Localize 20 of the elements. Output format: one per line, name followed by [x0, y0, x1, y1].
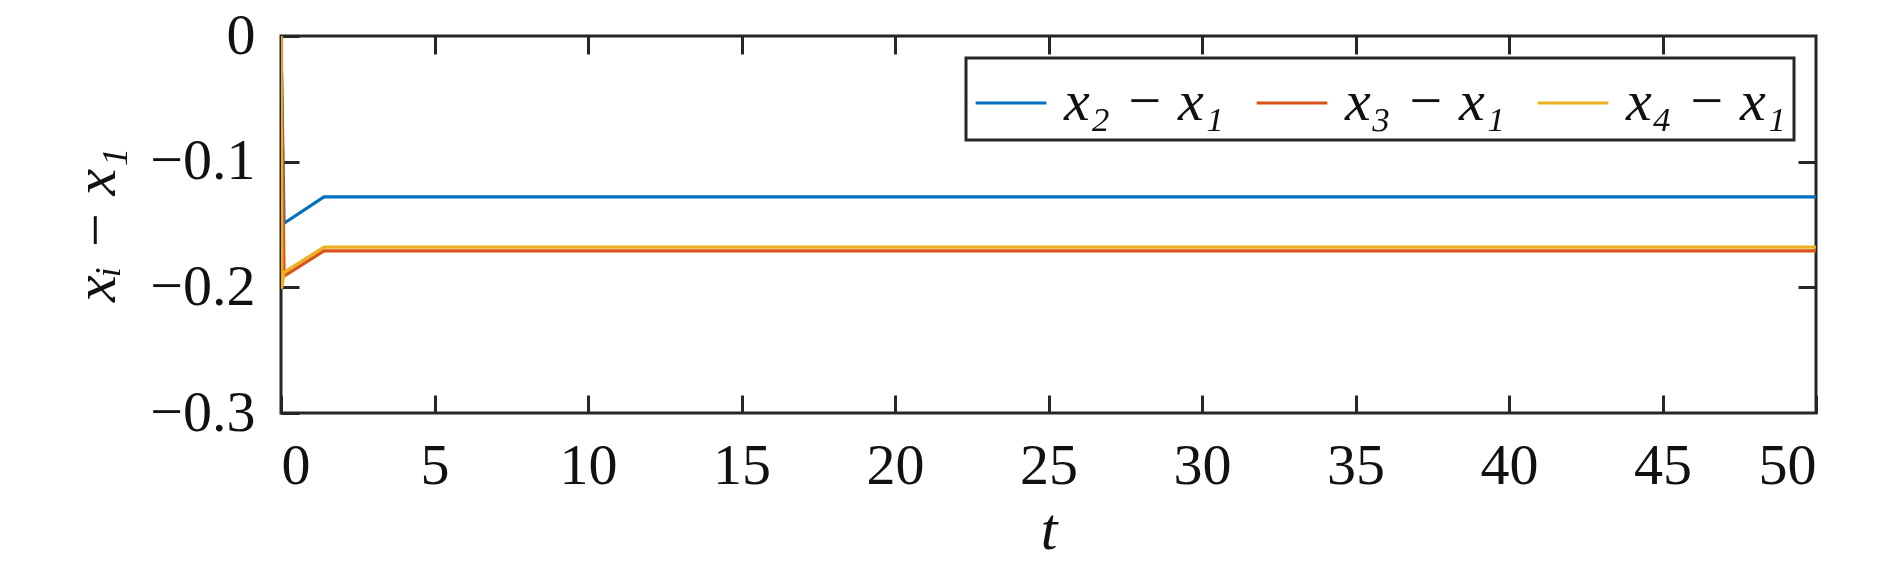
legend-label: x₄ − x₁ — [1625, 68, 1786, 133]
x-tick-label: 30 — [1173, 431, 1232, 497]
x-tick-label: 45 — [1634, 431, 1692, 497]
x-tick-label: 50 — [1758, 431, 1817, 497]
x-axis-title: t — [1040, 495, 1059, 562]
legend-label: x₂ − x₁ — [1063, 68, 1224, 133]
x-tick-label: 0 — [281, 431, 311, 497]
y-tick-label: −0.3 — [150, 378, 256, 444]
y-tick-label: −0.2 — [150, 252, 256, 318]
x-tick-label: 20 — [866, 431, 925, 497]
x-tick-label: 5 — [420, 431, 450, 497]
y-axis-title: xᵢ − x₁ — [62, 147, 129, 304]
y-tick-label: 0 — [226, 1, 256, 67]
y-tick-label: −0.1 — [150, 127, 256, 193]
x-tick-label: 35 — [1327, 431, 1385, 497]
x-tick-label: 25 — [1020, 431, 1078, 497]
legend-label: x₃ − x₁ — [1344, 68, 1505, 133]
x-tick-label: 10 — [559, 431, 618, 497]
x-tick-label: 15 — [713, 431, 771, 497]
x-tick-label: 40 — [1480, 431, 1539, 497]
